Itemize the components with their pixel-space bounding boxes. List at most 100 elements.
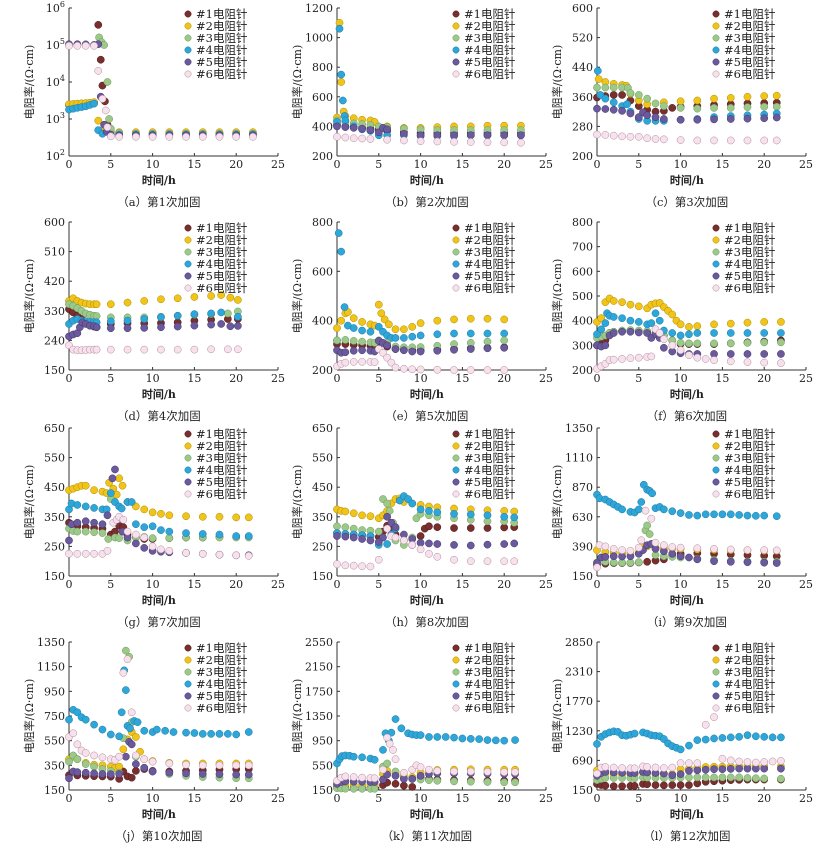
y-tick-label: 390 [572,540,593,553]
data-point [618,552,626,561]
data-point [491,736,500,745]
data-point [743,339,752,347]
data-points [593,480,781,572]
legend-marker [712,236,720,244]
data-point [366,536,375,545]
data-point [618,546,626,554]
data-point [165,132,174,141]
data-point [609,83,618,92]
legend-marker [452,668,460,676]
data-point [337,247,346,256]
data-point [341,336,350,344]
data-point [223,309,232,318]
data-point [609,329,618,337]
data-point [743,764,752,773]
data-point [450,555,458,564]
legend-label: #1电阻针 [464,7,515,21]
legend-marker [452,466,460,474]
panel-caption: （f）第6次加固 [647,409,728,423]
x-tick-label: 15 [715,372,729,385]
y-tick-label: 350 [44,511,65,524]
legend: #1电阻针#2电阻针#3电阻针#4电阻针#5电阻针#6电阻针 [184,7,247,81]
data-point [609,91,618,99]
data-point [660,541,668,550]
data-point [165,527,174,536]
data-point [772,136,781,145]
data-point [123,345,132,354]
data-point [647,319,656,327]
y-tick-label: 104 [46,74,65,89]
panel-i: 0 5 10 15 20 25 150 390 630 870 1110 1350 时间/h 电阻率/(Ω… [550,422,813,629]
data-point [333,522,341,531]
data-point [768,733,777,742]
data-point [651,113,660,122]
data-point [676,115,685,124]
legend-label: #4电阻针 [724,43,775,57]
data-points [333,715,519,793]
data-point [133,718,142,727]
data-point [601,781,610,790]
y-tick-label: 630 [572,511,593,524]
x-tick-label: 25 [539,372,553,385]
legend-label: #4电阻针 [464,677,515,691]
data-point [416,137,425,146]
data-point [127,740,136,749]
data-point [630,782,639,790]
data-point [760,114,769,123]
x-tick-label: 5 [635,578,642,591]
data-point [483,314,492,323]
x-tick-label: 0 [594,372,601,385]
legend-marker [452,248,460,256]
data-point [104,535,113,543]
data-point [380,315,389,324]
data-point [416,365,425,374]
x-tick-label: 25 [799,578,813,591]
legend-label: #2电阻针 [464,233,515,247]
y-tick-label: 200 [312,364,333,377]
legend-label: #4电阻针 [724,463,775,477]
y-tick-label: 750 [44,710,65,723]
data-point [165,768,174,777]
legend-marker [712,22,720,30]
data-point [685,339,693,348]
data-point [433,523,442,532]
legend-label: #3电阻针 [724,665,775,679]
data-point [121,752,130,761]
data-point [358,318,366,326]
data-point [433,316,442,325]
data-point [416,545,425,554]
data-point [601,105,610,113]
x-axis-label: 时间/h [670,173,704,187]
data-point [676,97,685,106]
legend-label: #4电阻针 [464,463,515,477]
data-point [127,708,136,717]
panel-caption: （a）第1次加固 [117,195,200,209]
data-point [182,549,190,557]
data-point [90,486,98,495]
data-point [349,509,358,518]
data-points [593,67,781,145]
data-point [593,130,601,139]
data-point [710,94,718,103]
data-point [383,125,392,134]
data-point [370,755,379,764]
legend-marker [452,680,460,688]
data-point [593,104,601,113]
data-point [483,557,492,566]
data-point [425,539,433,548]
series-2 [65,291,242,309]
legend: #1电阻针#2电阻针#3电阻针#4电阻针#5电阻针#6电阻针 [712,427,775,501]
data-point [140,726,149,735]
data-point [483,767,492,776]
data-point [106,489,115,497]
data-point [433,137,442,146]
data-point [90,549,98,558]
legend-label: #6电阻针 [196,701,247,715]
data-point [710,339,718,348]
data-point [165,546,174,555]
data-point [760,102,769,111]
panel-d: 0 5 10 15 20 25150240330420510600时间/h电阻率/(Ω·c… [22,216,285,423]
data-point [198,549,207,558]
data-point [701,773,710,782]
data-point [217,291,226,299]
